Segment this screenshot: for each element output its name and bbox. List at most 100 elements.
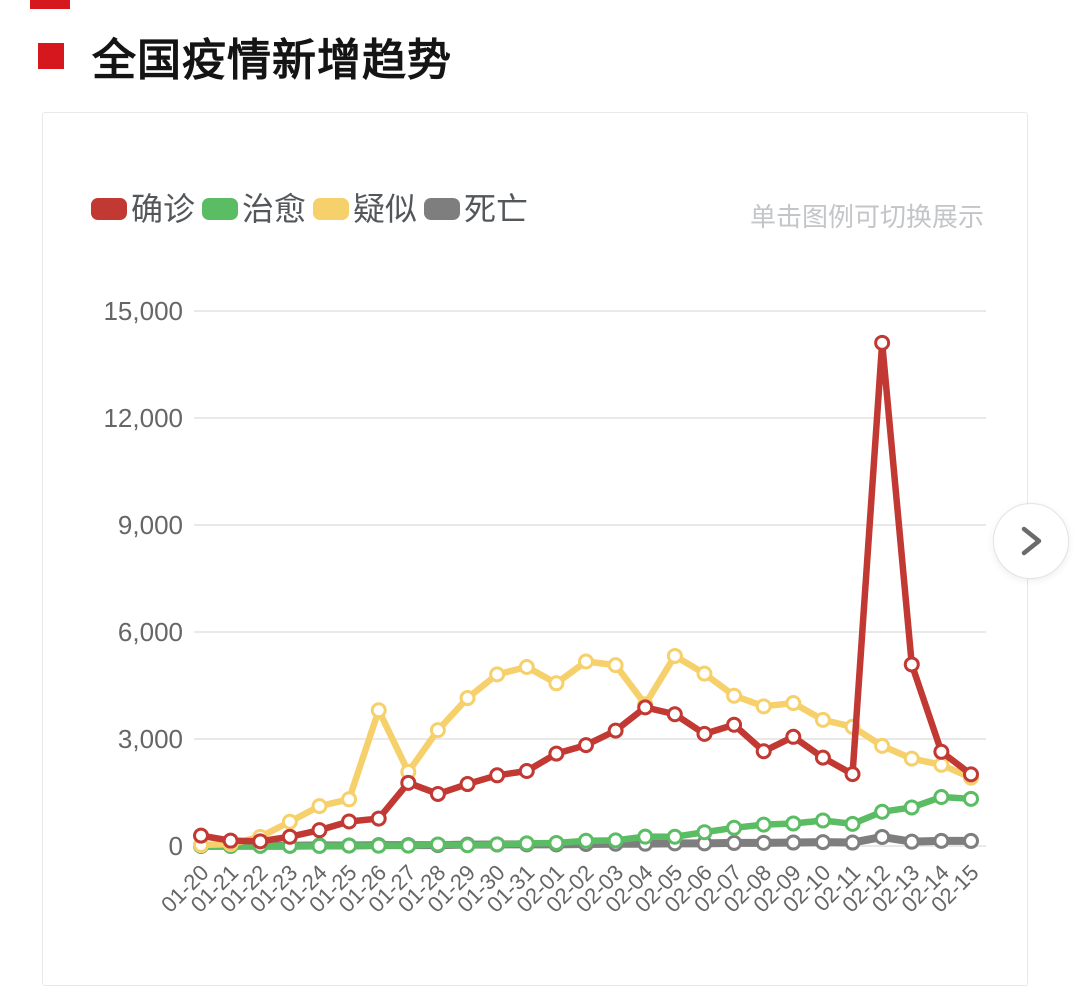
data-point-marker bbox=[548, 745, 565, 762]
page-header: 全国疫情新增趋势 bbox=[38, 30, 452, 85]
data-point-marker bbox=[814, 711, 831, 728]
data-point-marker bbox=[341, 837, 358, 854]
data-point-marker bbox=[903, 656, 920, 673]
data-point-marker bbox=[429, 722, 446, 739]
data-point-marker bbox=[874, 828, 891, 845]
clipped-red-marker bbox=[30, 0, 70, 9]
data-point-marker bbox=[311, 798, 328, 815]
legend-item-label: 疑似 bbox=[353, 191, 418, 227]
data-point-marker bbox=[755, 698, 772, 715]
data-point-marker bbox=[726, 716, 743, 733]
data-point-marker bbox=[903, 799, 920, 816]
data-point-marker bbox=[459, 690, 476, 707]
y-tick-label: 12,000 bbox=[103, 403, 183, 433]
data-point-marker bbox=[726, 834, 743, 851]
data-point-marker bbox=[963, 790, 979, 807]
data-point-marker bbox=[814, 812, 831, 829]
data-point-marker bbox=[755, 834, 772, 851]
legend-item-confirmed[interactable]: 确诊 bbox=[91, 193, 195, 225]
chart-card: 0 3,000 6,000 9,000 12,000 15,000 01-20 01-21 01… bbox=[42, 112, 1028, 986]
data-point-marker bbox=[252, 833, 269, 850]
y-tick-label: 6,000 bbox=[118, 617, 183, 647]
data-point-marker bbox=[193, 827, 209, 844]
y-tick-label: 9,000 bbox=[118, 510, 183, 540]
data-point-marker bbox=[785, 834, 802, 851]
title-bullet-icon bbox=[38, 43, 64, 69]
data-point-marker bbox=[578, 832, 594, 849]
data-point-marker bbox=[637, 828, 654, 845]
data-point-marker bbox=[548, 834, 565, 851]
y-tick-label: 0 bbox=[169, 831, 183, 861]
data-point-marker bbox=[726, 819, 743, 836]
data-point-marker bbox=[489, 767, 506, 784]
data-point-marker bbox=[429, 836, 446, 853]
data-point-marker bbox=[933, 789, 950, 806]
x-axis-labels: 01-2001-2101-2201-2301-2401-2501-2601-27… bbox=[156, 860, 983, 917]
data-point-marker bbox=[874, 803, 891, 820]
data-point-marker bbox=[637, 699, 654, 716]
series-confirmed bbox=[193, 334, 979, 850]
carousel-next-button[interactable] bbox=[993, 503, 1069, 579]
data-point-marker bbox=[844, 815, 861, 832]
data-point-marker bbox=[785, 815, 802, 832]
data-point-marker bbox=[903, 750, 920, 767]
legend-item-label: 治愈 bbox=[242, 191, 307, 227]
data-point-marker bbox=[311, 837, 328, 854]
data-point-marker bbox=[459, 837, 476, 854]
data-point-marker bbox=[933, 743, 950, 760]
data-point-marker bbox=[222, 832, 239, 849]
data-point-marker bbox=[607, 657, 624, 674]
trend-line-chart: 0 3,000 6,000 9,000 12,000 15,000 01-2001-2101… bbox=[103, 296, 986, 917]
data-point-marker bbox=[607, 722, 624, 739]
data-point-marker bbox=[281, 813, 298, 830]
data-point-marker bbox=[400, 774, 417, 791]
y-axis-labels: 0 3,000 6,000 9,000 12,000 15,000 bbox=[103, 296, 183, 861]
y-tick-label: 15,000 bbox=[103, 296, 183, 326]
data-point-marker bbox=[400, 837, 417, 854]
page-title: 全国疫情新增趋势 bbox=[92, 36, 452, 85]
data-point-marker bbox=[666, 828, 683, 845]
data-point-marker bbox=[963, 832, 979, 849]
data-point-marker bbox=[844, 834, 861, 851]
data-point-marker bbox=[489, 836, 506, 853]
data-point-marker bbox=[666, 647, 683, 664]
legend-item-label: 确诊 bbox=[131, 191, 196, 227]
data-point-marker bbox=[518, 763, 535, 780]
data-point-marker bbox=[696, 665, 713, 682]
data-point-marker bbox=[696, 824, 713, 841]
data-point-marker bbox=[341, 813, 358, 830]
data-point-marker bbox=[518, 835, 535, 852]
data-point-marker bbox=[785, 695, 802, 712]
y-tick-label: 3,000 bbox=[118, 724, 183, 754]
data-point-marker bbox=[844, 766, 861, 783]
legend-item-suspected[interactable]: 疑似 bbox=[313, 193, 417, 225]
legend-item-label: 死亡 bbox=[464, 191, 529, 227]
legend-swatch-icon bbox=[202, 198, 239, 220]
legend-item-deaths[interactable]: 死亡 bbox=[424, 193, 528, 225]
data-point-marker bbox=[666, 706, 683, 723]
data-point-marker bbox=[548, 675, 565, 692]
legend-swatch-icon bbox=[313, 198, 350, 220]
data-point-marker bbox=[814, 834, 831, 851]
data-point-marker bbox=[459, 776, 476, 793]
data-point-marker bbox=[755, 743, 772, 760]
legend-swatch-icon bbox=[91, 198, 127, 220]
data-point-marker bbox=[578, 737, 594, 754]
legend-swatch-icon bbox=[424, 198, 461, 220]
legend-hint: 单击图例可切换展示 bbox=[749, 202, 984, 232]
data-point-marker bbox=[607, 832, 624, 849]
data-point-marker bbox=[281, 828, 298, 845]
legend-item-cured[interactable]: 治愈 bbox=[202, 193, 306, 225]
data-point-marker bbox=[963, 766, 979, 783]
data-point-marker bbox=[874, 334, 891, 351]
data-point-marker bbox=[874, 737, 891, 754]
data-point-marker bbox=[755, 816, 772, 833]
data-point-marker bbox=[814, 749, 831, 766]
data-point-marker bbox=[903, 833, 920, 850]
data-point-marker bbox=[489, 666, 506, 683]
chart-legend: 确诊 治愈 疑似 死亡 bbox=[91, 189, 535, 229]
data-point-marker bbox=[370, 810, 387, 827]
data-point-marker bbox=[429, 785, 446, 802]
data-point-marker bbox=[341, 791, 358, 808]
chevron-right-icon bbox=[1021, 526, 1042, 556]
